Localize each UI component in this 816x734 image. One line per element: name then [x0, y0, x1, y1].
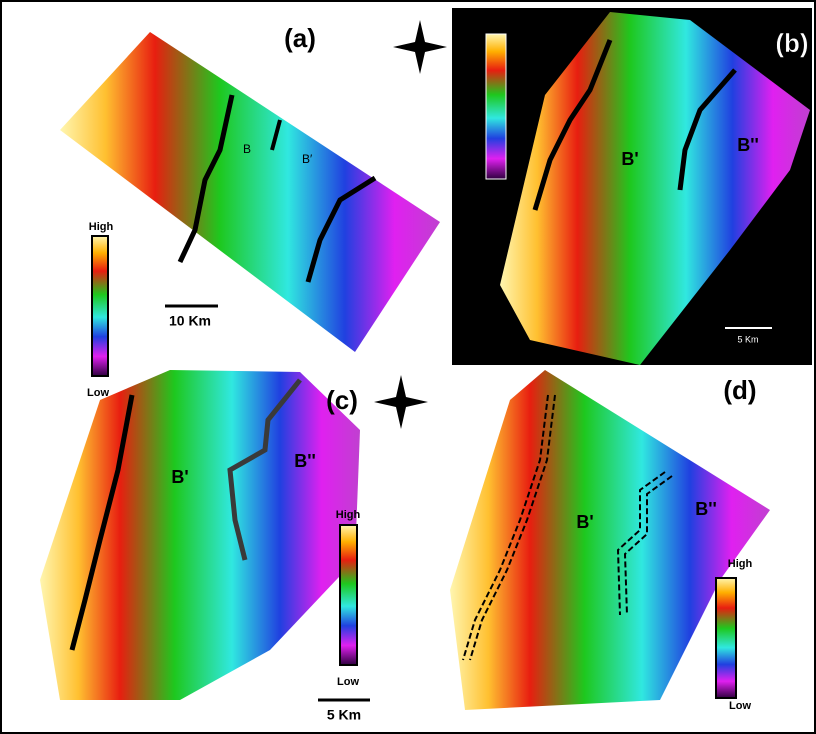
annotation: B'	[576, 512, 593, 532]
legend-high: High	[728, 558, 753, 570]
panel-label: (d)	[723, 375, 756, 405]
annotation: B	[243, 142, 251, 156]
scale-label: 5 Km	[327, 707, 361, 723]
scale-label: 5 Km	[737, 334, 758, 344]
legend-low: Low	[729, 700, 751, 712]
panel-label: (c)	[326, 385, 358, 415]
scale-label: 10 Km	[169, 313, 211, 329]
annotation: B''	[737, 135, 759, 155]
figure: (a) B B′ High Low 10 Km (b) B' B'' 5 Km …	[0, 0, 816, 734]
legend-bar	[486, 34, 506, 179]
legend-high: High	[336, 509, 361, 521]
panel-label: (b)	[775, 28, 808, 58]
panel-b: (b) B' B'' 5 Km	[452, 8, 812, 365]
annotation: B′	[302, 152, 313, 166]
annotation: B'	[621, 149, 638, 169]
annotation: B'	[171, 467, 188, 487]
annotation: B''	[294, 451, 316, 471]
legend-high: High	[89, 221, 114, 233]
legend-bar	[92, 236, 108, 376]
legend-low: Low	[337, 676, 359, 688]
legend-bar	[716, 578, 736, 698]
panel-label: (a)	[284, 23, 316, 53]
annotation: B''	[695, 499, 717, 519]
legend-low: Low	[87, 387, 109, 399]
legend-bar	[340, 525, 357, 665]
